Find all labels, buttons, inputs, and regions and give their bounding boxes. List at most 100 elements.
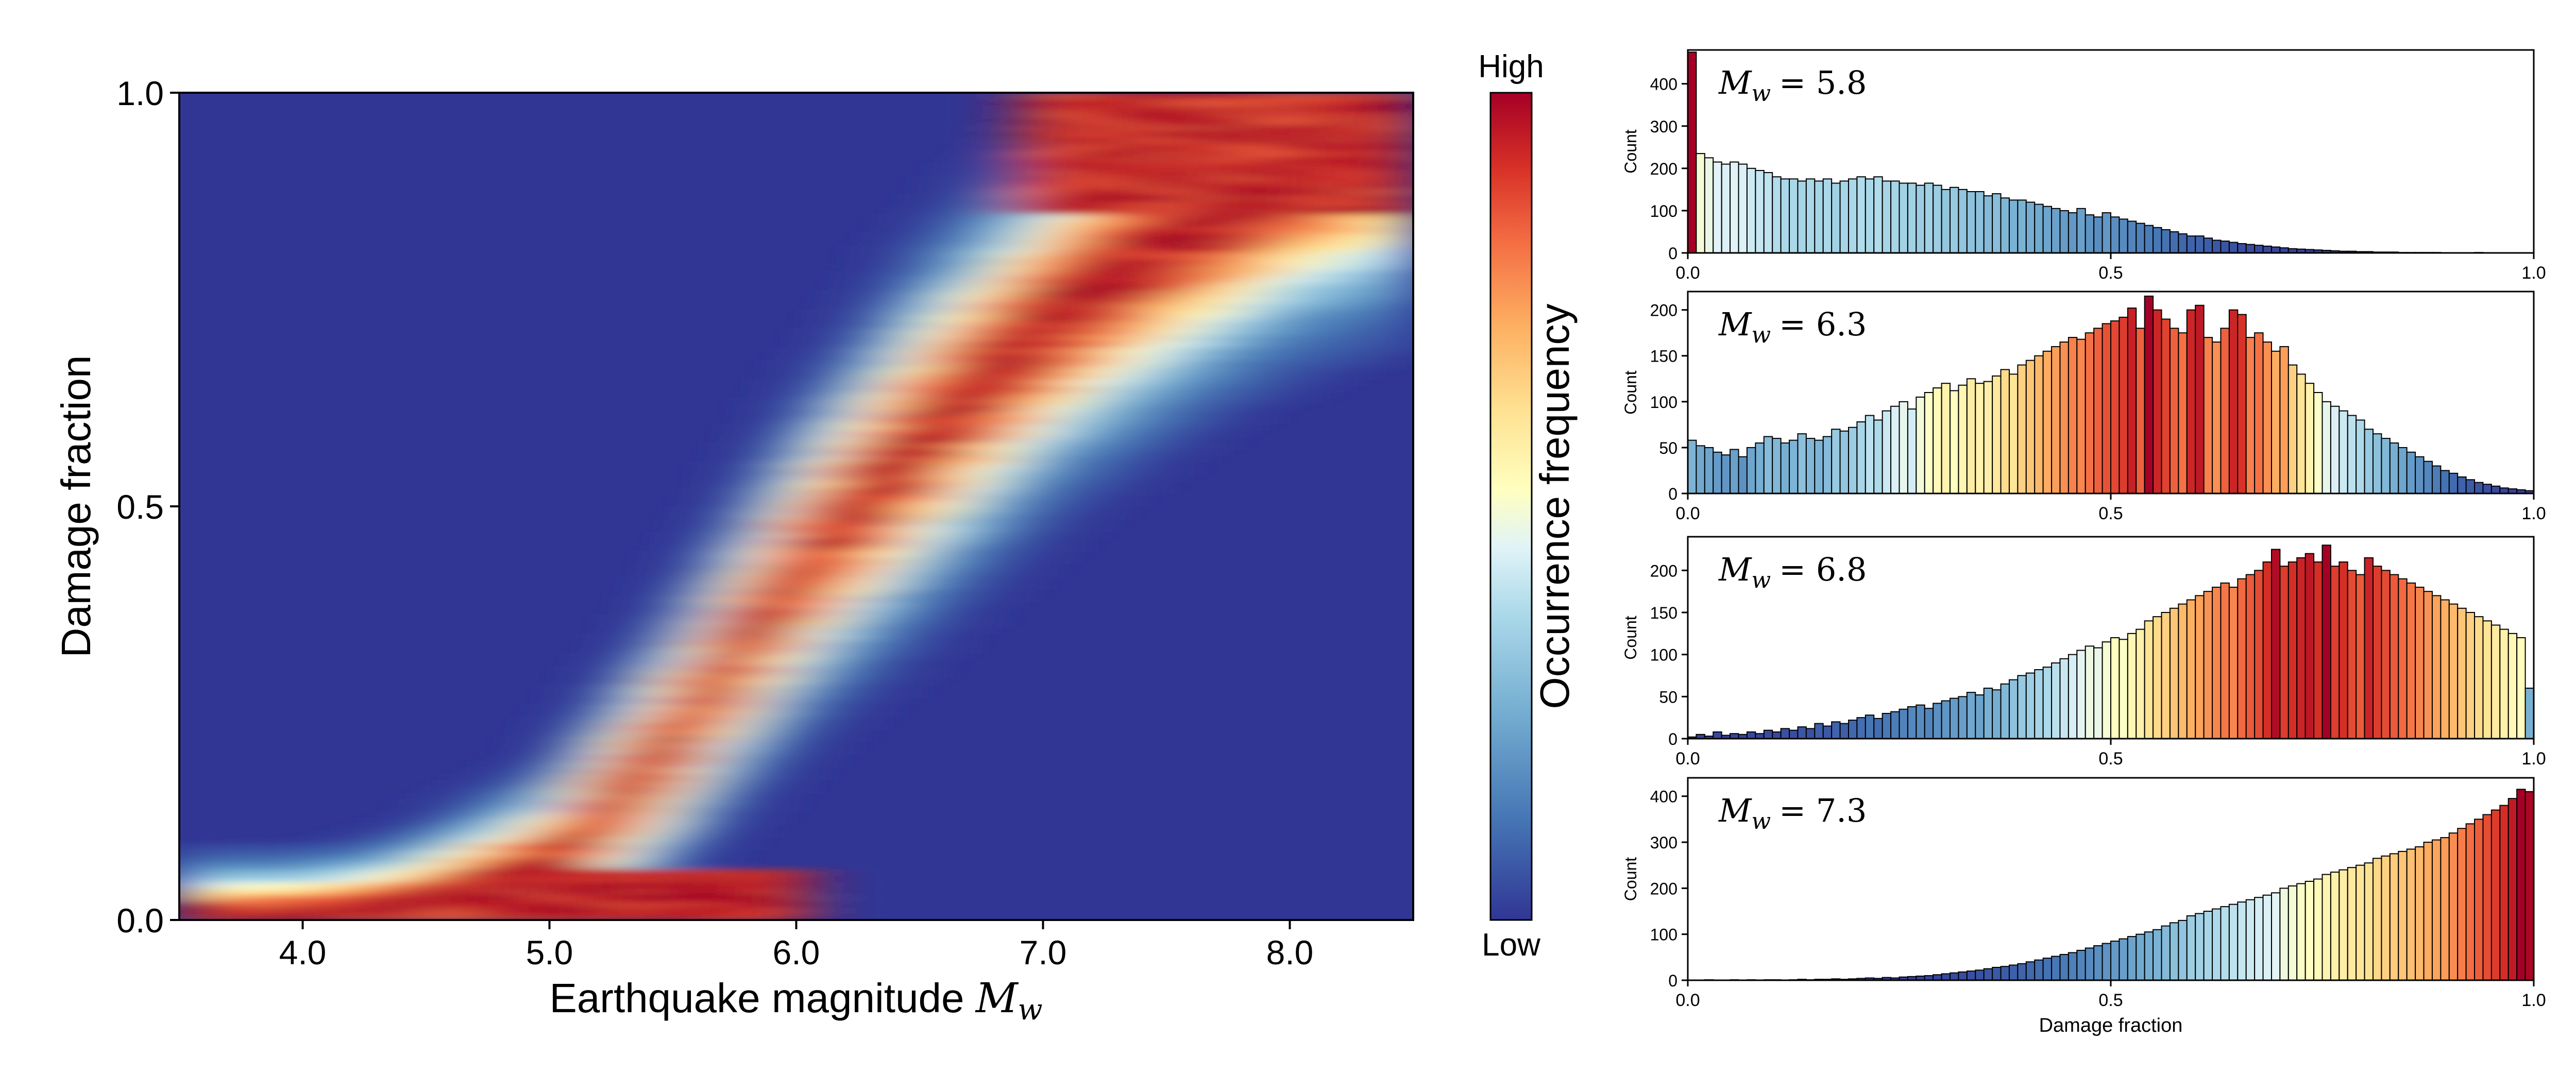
heatmap-cell: [1111, 239, 1126, 246]
histogram-bar: [2127, 308, 2137, 495]
heatmap-cell: [796, 506, 811, 514]
heatmap-cell: [700, 805, 715, 812]
heatmap-cell: [604, 818, 619, 825]
heatmap-cell: [673, 780, 687, 787]
histogram-bar: [2144, 931, 2154, 981]
heatmap-cell: [207, 856, 221, 863]
heatmap-cell: [563, 856, 578, 863]
heatmap-cell: [1070, 162, 1085, 170]
heatmap-cell: [823, 551, 838, 558]
heatmap-cell: [1207, 379, 1222, 386]
heatmap-cell: [563, 894, 578, 901]
heatmap-cell: [851, 615, 866, 622]
heatmap-cell: [960, 353, 975, 361]
heatmap-cell: [1372, 289, 1386, 297]
heatmap-cell: [755, 544, 770, 552]
heatmap-cell: [1290, 124, 1304, 132]
heatmap-cell: [878, 302, 893, 310]
heatmap-cell: [782, 519, 797, 526]
histogram-y-tick-label: 100: [1650, 202, 1677, 220]
heatmap-cell: [1180, 175, 1195, 182]
heatmap-cell: [741, 888, 756, 895]
heatmap-cell: [275, 869, 290, 876]
histogram-bar: [2067, 654, 2078, 739]
heatmap-cell: [1153, 449, 1167, 456]
heatmap-cell: [947, 201, 961, 208]
heatmap-cell: [865, 289, 879, 297]
heatmap-cell: [1029, 404, 1044, 412]
heatmap-cell: [810, 385, 824, 393]
histogram-bar: [1941, 383, 1951, 494]
heatmap-cell: [453, 913, 468, 920]
histogram-bar: [2296, 557, 2306, 740]
heatmap-cell: [495, 792, 509, 800]
heatmap-cell: [1331, 289, 1345, 297]
heatmap-cell: [906, 442, 920, 450]
heatmap-cell: [947, 417, 961, 424]
heatmap-cell: [974, 309, 989, 316]
heatmap-cell: [1207, 334, 1222, 342]
heatmap-cell: [412, 850, 427, 857]
heatmap-cell: [1015, 251, 1030, 259]
histogram-bar: [1856, 176, 1866, 253]
heatmap-cell: [1070, 232, 1085, 240]
heatmap-cell: [439, 913, 454, 920]
heatmap-cell: [782, 869, 797, 876]
heatmap-cell: [960, 557, 975, 565]
heatmap-cell: [686, 837, 701, 844]
heatmap-cell: [851, 487, 866, 495]
heatmap-cell: [439, 862, 454, 870]
heatmap-cell: [453, 856, 468, 863]
heatmap-cell: [673, 659, 687, 666]
histogram-bar: [2008, 679, 2019, 739]
histogram-bar: [2212, 908, 2222, 981]
heatmap-cell: [673, 856, 687, 863]
heatmap-cell: [1248, 118, 1263, 125]
heatmap-cell: [755, 442, 770, 450]
heatmap-cell: [645, 684, 660, 692]
heatmap-cell: [810, 468, 824, 475]
heatmap-cell: [673, 754, 687, 762]
heatmap-cell: [1097, 417, 1112, 424]
heatmap-cell: [755, 576, 770, 584]
heatmap-cell: [947, 404, 961, 412]
heatmap-cell: [700, 888, 715, 895]
histogram-bar: [2153, 929, 2162, 981]
heatmap-cell: [1194, 188, 1208, 195]
heatmap-cell: [1097, 372, 1112, 380]
heatmap-cell: [1015, 302, 1030, 310]
heatmap-cell: [865, 385, 879, 393]
heatmap-cell: [741, 468, 756, 475]
heatmap-cell: [275, 850, 290, 857]
heatmap-cell: [769, 881, 783, 889]
heatmap-cell: [714, 773, 728, 781]
heatmap-cell: [865, 634, 879, 641]
heatmap-cell: [1097, 340, 1112, 348]
heatmap-cell: [851, 455, 866, 463]
heatmap-cell: [796, 462, 811, 469]
heatmap-cell: [892, 602, 907, 609]
heatmap-cell: [769, 589, 783, 596]
heatmap-cell: [508, 850, 523, 857]
histogram-bar: [2084, 214, 2095, 253]
heatmap-cell: [1125, 309, 1140, 316]
heatmap-cell: [960, 220, 975, 227]
heatmap-cell: [714, 627, 728, 635]
heatmap-cell: [1015, 430, 1030, 437]
heatmap-cell: [1070, 302, 1085, 310]
heatmap-cell: [385, 856, 399, 863]
heatmap-cell: [495, 805, 509, 812]
heatmap-cell: [207, 913, 221, 920]
heatmap-cell: [947, 474, 961, 482]
heatmap-cell: [1057, 258, 1071, 265]
heatmap-cell: [933, 474, 948, 482]
heatmap-cell: [837, 653, 852, 660]
heatmap-cell: [1097, 436, 1112, 444]
heatmap-cell: [782, 595, 797, 603]
heatmap-cell: [453, 831, 468, 838]
heatmap-cell: [1057, 143, 1071, 151]
heatmap-cell: [261, 894, 276, 901]
heatmap-cell: [495, 869, 509, 876]
heatmap-cell: [1180, 124, 1195, 132]
heatmap-cell: [947, 621, 961, 628]
